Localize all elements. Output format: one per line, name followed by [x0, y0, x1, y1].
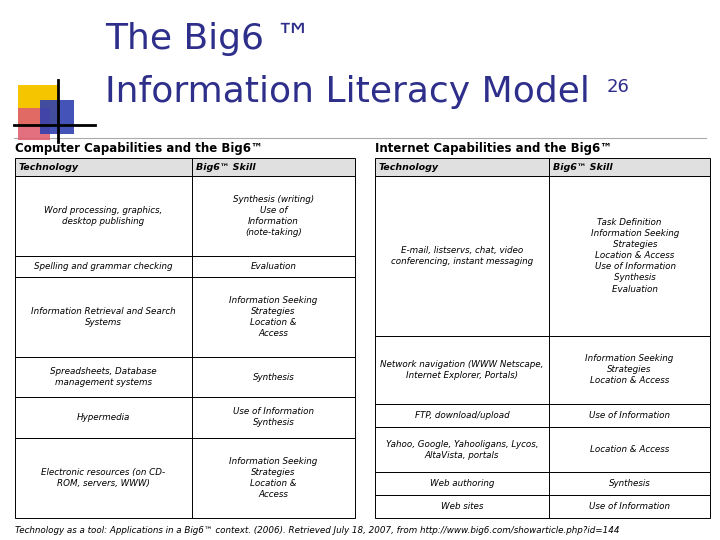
Bar	[375, 158, 710, 176]
Bar	[375, 176, 710, 335]
Text: Big6™ Skill: Big6™ Skill	[553, 163, 613, 172]
Text: Synthesis: Synthesis	[253, 373, 294, 382]
Bar	[18, 108, 50, 140]
Text: Computer Capabilities and the Big6™: Computer Capabilities and the Big6™	[15, 142, 263, 155]
Text: Network navigation (WWW Netscape,
Internet Explorer, Portals): Network navigation (WWW Netscape, Intern…	[380, 360, 544, 380]
Bar	[15, 397, 355, 437]
Text: Web authoring: Web authoring	[430, 480, 495, 488]
Text: FTP, download/upload: FTP, download/upload	[415, 411, 510, 420]
Text: Use of Information: Use of Information	[589, 411, 670, 420]
Text: Information Seeking
Strategies
Location & Access: Information Seeking Strategies Location …	[585, 354, 674, 386]
Text: Use of Information: Use of Information	[589, 502, 670, 511]
Text: Use of Information
Synthesis: Use of Information Synthesis	[233, 407, 314, 428]
Text: Internet Capabilities and the Big6™: Internet Capabilities and the Big6™	[375, 142, 612, 155]
Text: Electronic resources (on CD-
ROM, servers, WWW): Electronic resources (on CD- ROM, server…	[41, 468, 166, 488]
Text: Synthesis (writing)
Use of
Information
(note-taking): Synthesis (writing) Use of Information (…	[233, 195, 314, 238]
Text: Task Definition
    Information Seeking
    Strategies
    Location & Access
   : Task Definition Information Seeking Stra…	[580, 218, 679, 294]
Bar	[15, 176, 355, 256]
Text: Information Literacy Model: Information Literacy Model	[105, 75, 590, 109]
Bar	[15, 158, 355, 176]
Bar	[15, 357, 355, 397]
Text: E-mail, listservs, chat, video
conferencing, instant messaging: E-mail, listservs, chat, video conferenc…	[391, 246, 534, 266]
Text: Information Seeking
Strategies
Location &
Access: Information Seeking Strategies Location …	[229, 296, 318, 338]
Bar	[375, 404, 710, 427]
Text: Location & Access: Location & Access	[590, 445, 669, 454]
Text: Web sites: Web sites	[441, 502, 483, 511]
Text: Spreadsheets, Database
management systems: Spreadsheets, Database management system…	[50, 367, 157, 387]
Bar	[18, 85, 58, 125]
Text: Yahoo, Google, Yahooligans, Lycos,
AltaVista, portals: Yahoo, Google, Yahooligans, Lycos, AltaV…	[386, 440, 539, 460]
Text: The Big6 ™: The Big6 ™	[105, 22, 312, 56]
Text: 26: 26	[607, 78, 630, 96]
Text: Technology: Technology	[379, 163, 439, 172]
Bar	[40, 100, 74, 134]
Bar	[15, 276, 355, 357]
Bar	[15, 437, 355, 518]
Text: Information Retrieval and Search
Systems: Information Retrieval and Search Systems	[31, 307, 176, 327]
Text: Spelling and grammar checking: Spelling and grammar checking	[34, 262, 173, 271]
Bar	[375, 472, 710, 495]
Bar	[375, 427, 710, 472]
Text: Synthesis: Synthesis	[608, 480, 650, 488]
Bar	[375, 495, 710, 518]
Text: Big6™ Skill: Big6™ Skill	[196, 163, 256, 172]
Text: Information Seeking
Strategies
Location &
Access: Information Seeking Strategies Location …	[229, 457, 318, 499]
Text: Technology as a tool: Applications in a Big6™ context. (2006). Retrieved July 18: Technology as a tool: Applications in a …	[15, 526, 619, 535]
Text: Technology: Technology	[19, 163, 79, 172]
Text: Hypermedia: Hypermedia	[77, 413, 130, 422]
Text: Word processing, graphics,
desktop publishing: Word processing, graphics, desktop publi…	[44, 206, 163, 226]
Bar	[375, 335, 710, 404]
Bar	[15, 256, 355, 276]
Text: Evaluation: Evaluation	[251, 262, 297, 271]
